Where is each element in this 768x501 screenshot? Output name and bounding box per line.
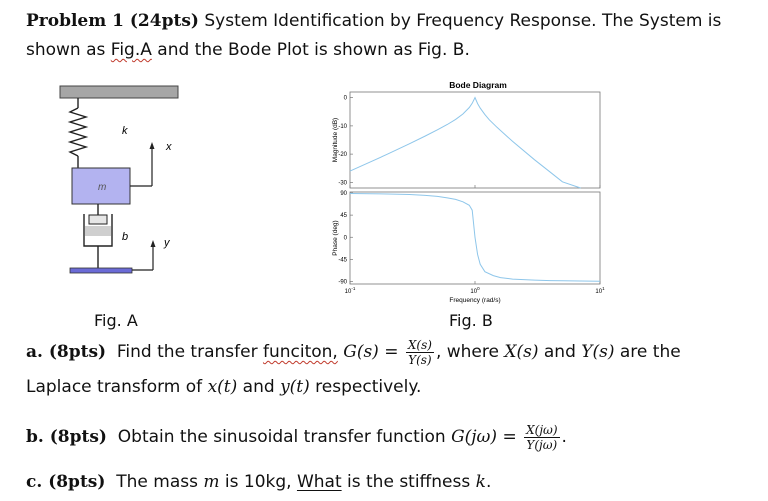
respectively-text: respectively. [309, 377, 422, 397]
sinusoidal-lhs: G(jω) = [451, 427, 517, 447]
y-tick-label: -10 [338, 124, 347, 130]
magnitude-ylabel: Magnitude (dB) [332, 118, 339, 162]
problem-heading: Problem 1 (24pts) System Identification … [26, 11, 721, 31]
magnitude-axes [349, 91, 601, 189]
yt-symbol: y(t) [280, 377, 310, 397]
intro-text: shown as [26, 40, 111, 60]
part-b-label: b. (8pts) [26, 427, 107, 447]
phase-curve [349, 193, 601, 282]
figure-a-caption: Fig. A [94, 311, 138, 330]
part-a-label: a. (8pts) [26, 342, 107, 362]
part-a-where: , where [435, 342, 505, 362]
misspelled-word: funciton, [262, 342, 338, 362]
base-plate [69, 267, 133, 274]
ys-symbol: Y(s) [581, 342, 615, 362]
laplace-text: Laplace transform of [26, 377, 208, 397]
spring-label: k [122, 125, 128, 137]
y-tick-label: 45 [340, 213, 347, 219]
part-c-period: . [485, 472, 492, 492]
problem-number: Problem 1 (24pts) [26, 11, 199, 31]
damper-piston [88, 214, 108, 225]
problem-intro-line2: shown as Fig.A and the Bode Plot is show… [26, 40, 470, 60]
fraction-numerator: X(s) [405, 337, 434, 353]
part-b-period: . [561, 427, 567, 447]
part-a-line2: Laplace transform of x(t) and y(t) respe… [26, 377, 421, 397]
k-symbol: k [475, 472, 486, 492]
y-tick-label: -90 [338, 280, 347, 286]
x-tick-label: 10-1 [345, 286, 356, 295]
bode-diagram: Bode Diagram 0 -10 -20 -30 90 45 0 -45 -90 10-1… [332, 80, 605, 304]
figure-a-diagram: k m x b y [59, 85, 179, 274]
x-label: x [165, 141, 172, 153]
y-tick-label: 0 [344, 235, 348, 241]
y-tick-label: -30 [338, 180, 347, 186]
part-c-label: c. (8pts) [26, 472, 106, 492]
and-word-2: and [237, 377, 281, 397]
m-symbol: m [203, 472, 220, 492]
part-c-text3: is the stiffness [341, 472, 476, 492]
x-tick-label: 101 [595, 286, 605, 295]
x-axis-label: Frequency (rad/s) [449, 297, 500, 304]
y-tick-label: -20 [338, 152, 347, 158]
sin-numerator: X(jω) [524, 422, 560, 438]
part-a-line1: a. (8pts) Find the transfer funciton, G(… [26, 335, 681, 369]
chart-title: Bode Diagram [449, 80, 507, 90]
mass-block [71, 167, 131, 205]
ground-plate [59, 85, 179, 99]
y-label: y [163, 237, 171, 249]
sinusoidal-fraction: X(jω) Y(jω) [524, 422, 560, 452]
part-a-text: Find the transfer [116, 342, 263, 362]
damper-label: b [122, 231, 128, 243]
figure-b-caption: Fig. B [449, 311, 493, 330]
xs-symbol: X(s) [504, 342, 539, 362]
fig-a-ref: Fig.A [110, 40, 152, 60]
transfer-lhs: G(s) = [343, 342, 399, 362]
transfer-fraction: X(s) Y(s) [405, 337, 434, 367]
what-word: What [296, 472, 342, 492]
part-b-text: Obtain the sinusoidal transfer function [117, 427, 452, 447]
y-tick-label: -45 [338, 257, 347, 263]
xt-symbol: x(t) [207, 377, 238, 397]
intro-text-tail: and the Bode Plot is shown as Fig. B. [151, 40, 470, 60]
mass-label: m [98, 182, 106, 193]
x-tick-label: 100 [470, 286, 480, 295]
part-a-tail: are the [614, 342, 681, 362]
sin-denominator: Y(jω) [526, 437, 558, 452]
part-c-line: c. (8pts) The mass m is 10kg, What is th… [26, 472, 491, 492]
part-b-line: b. (8pts) Obtain the sinusoidal transfer… [26, 420, 567, 454]
part-c-text: The mass [116, 472, 204, 492]
y-tick-label: 90 [340, 191, 347, 197]
phase-ylabel: Phase (deg) [332, 220, 339, 255]
and-word: and [538, 342, 582, 362]
magnitude-curve [349, 96, 581, 189]
y-tick-label: 0 [344, 96, 348, 102]
spring [67, 107, 89, 157]
part-c-text2: is 10kg, [219, 472, 297, 492]
fraction-denominator: Y(s) [408, 352, 432, 367]
problem-intro-line1: System Identification by Frequency Respo… [204, 11, 722, 31]
